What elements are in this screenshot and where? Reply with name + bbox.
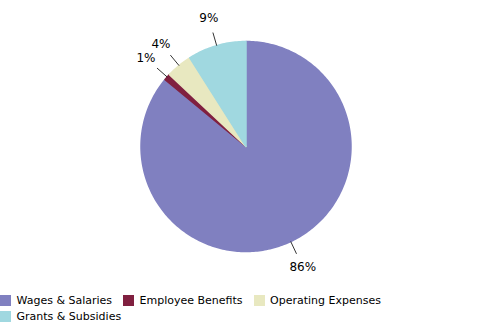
html-text:Operating Expenses: Operating Expenses: [270, 293, 381, 307]
svg-text:86%: 86%: [289, 260, 316, 274]
html-text:Employee Benefits: Employee Benefits: [139, 293, 243, 307]
svg-text:4%: 4%: [151, 37, 170, 51]
svg-text:1%: 1%: [136, 51, 155, 65]
svg-text:9%: 9%: [199, 11, 218, 25]
html-text:Wages & Salaries: Wages & Salaries: [16, 293, 113, 307]
html-text:Grants & Subsidies: Grants & Subsidies: [16, 310, 122, 324]
